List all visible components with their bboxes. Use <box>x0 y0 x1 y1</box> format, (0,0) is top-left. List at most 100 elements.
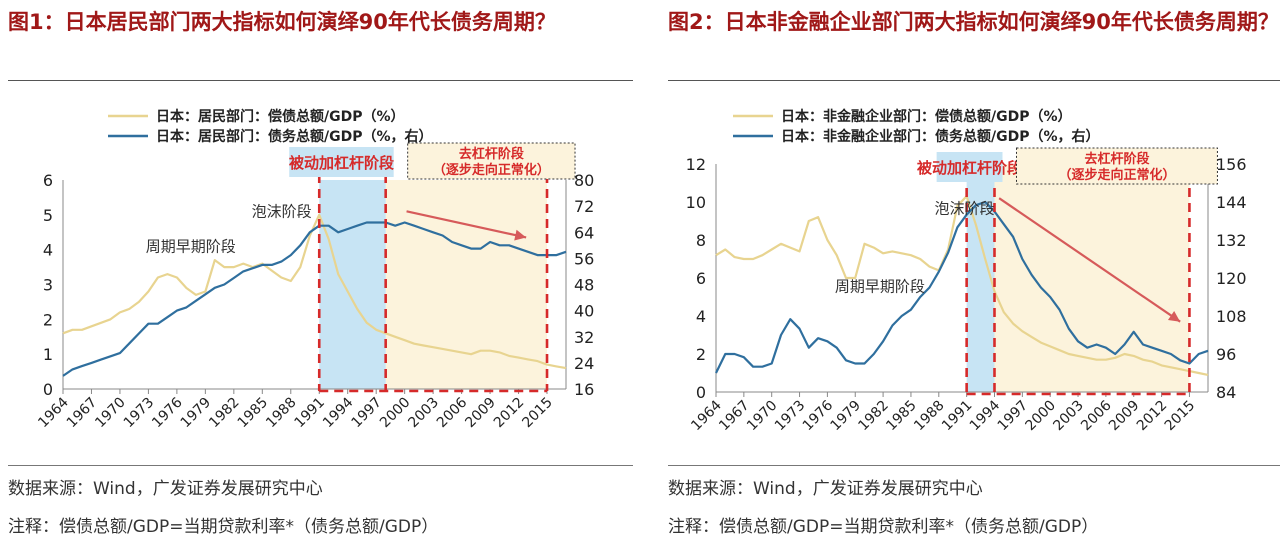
x-tick-label: 1979 <box>178 395 215 432</box>
x-tick-label: 2006 <box>434 394 471 431</box>
annotation-bubble: 泡沫阶段 <box>934 199 994 217</box>
x-tick-label: 1973 <box>772 398 809 435</box>
x-tick-label: 1994 <box>320 394 357 431</box>
legend-label-debt-service: 日本：居民部门：偿债总额/GDP（%） <box>156 108 405 125</box>
data-source: 数据来源：Wind，广发证券发展研究中心 <box>8 479 323 499</box>
footer-divider <box>668 465 1280 466</box>
deleverage-label: 去杠杆阶段 <box>1084 151 1149 167</box>
passive-label: 被动加杠杆阶段 <box>917 159 1022 177</box>
x-tick-label: 2009 <box>1106 398 1143 435</box>
corporate-debt-chart: 0 2 4 6 8 10 12 84 96 108 120 132 144 156 196419671970… <box>686 108 1247 435</box>
figure-2-panel: 图2：日本非金融企业部门两大指标如何演绎90年代长债务周期？ 0 2 4 6 8 10 12… <box>668 0 1280 544</box>
x-tick-label: 1991 <box>292 395 329 432</box>
deleverage-label: 去杠杆阶段 <box>459 146 524 162</box>
y-right-tick-label: 40 <box>574 302 594 321</box>
trend-arrow-line <box>406 210 527 239</box>
x-tick-label: 1979 <box>828 398 865 435</box>
debt-total-line <box>62 221 567 377</box>
footnote: 注释：偿债总额/GDP=当期贷款利率*（债务总额/GDP） <box>668 517 1099 537</box>
x-tick-label: 1997 <box>349 395 386 432</box>
trend-arrow-head <box>1167 310 1181 322</box>
y-right-tick-label: 72 <box>574 197 594 216</box>
trend-arrow-line <box>998 197 1181 323</box>
x-tick-label: 1964 <box>688 397 725 434</box>
x-tick-label: 2003 <box>1050 398 1087 435</box>
y-right-tick-label: 120 <box>1216 269 1247 288</box>
x-tick-label: 2009 <box>462 395 499 432</box>
deleverage-label-box <box>1015 147 1218 185</box>
x-tick-label: 1988 <box>263 395 300 432</box>
x-tick-label: 1967 <box>64 395 101 432</box>
x-tick-label: 2012 <box>1134 398 1171 435</box>
figure-1-panel: 图1：日本居民部门两大指标如何演绎90年代长债务周期？ 0 1 2 3 4 5 6 16 24 3… <box>8 0 633 544</box>
x-tick-label: 1988 <box>911 398 948 435</box>
y-right-tick-label: 80 <box>574 171 594 190</box>
x-tick-label: 1985 <box>235 395 272 432</box>
passive-label: 被动加杠杆阶段 <box>289 154 394 172</box>
figure-title: 图1：日本居民部门两大指标如何演绎90年代长债务周期？ <box>8 10 556 34</box>
y-left-tick-label: 2 <box>696 345 706 364</box>
y-left-tick-label: 6 <box>696 269 706 288</box>
y-left-tick-label: 5 <box>43 206 53 225</box>
y-right-tick-label: 32 <box>574 328 594 347</box>
y-left-tick-label: 2 <box>43 310 53 329</box>
debt-service-line <box>715 195 1209 376</box>
legend-label-debt-service: 日本：非金融企业部门：偿债总额/GDP（%） <box>781 108 1072 125</box>
y-right-tick-label: 84 <box>1216 383 1236 402</box>
y-right-tick-label: 108 <box>1216 307 1247 326</box>
x-tick-label: 1982 <box>855 398 892 435</box>
legend-label-debt-total: 日本：非金融企业部门：债务总额/GDP（%，右） <box>781 128 1100 145</box>
data-source: 数据来源：Wind，广发证券发展研究中心 <box>668 479 983 499</box>
debt-total-line <box>715 200 1209 374</box>
passive-label-box <box>289 147 394 177</box>
y-right-tick-label: 64 <box>574 223 594 242</box>
y-left-tick-label: 6 <box>43 171 53 190</box>
y-left-tick-label: 0 <box>43 380 53 399</box>
y-left-tick-label: 8 <box>696 231 706 250</box>
trend-arrow-head <box>514 229 527 241</box>
x-tick-label: 2003 <box>405 395 442 432</box>
deleverage-sublabel: （逐步走向正常化） <box>1058 167 1175 183</box>
x-tick-label: 1964 <box>35 394 72 431</box>
x-tick-label: 1991 <box>939 398 976 435</box>
annotation-bubble: 泡沫阶段 <box>252 203 312 221</box>
x-tick-label: 1970 <box>92 395 129 432</box>
x-tick-label: 2015 <box>1162 398 1199 435</box>
x-tick-label: 2000 <box>1023 398 1060 435</box>
x-tick-label: 1985 <box>883 398 920 435</box>
annotation-early-cycle: 周期早期阶段 <box>835 277 925 295</box>
title-divider <box>8 80 633 81</box>
deleverage-label-box <box>407 142 576 180</box>
x-tick-label: 1976 <box>800 397 837 434</box>
deleverage-region <box>994 164 1190 392</box>
figure-title: 图2：日本非金融企业部门两大指标如何演绎90年代长债务周期？ <box>668 10 1279 34</box>
x-tick-label: 1994 <box>967 397 1004 434</box>
debt-service-line <box>62 213 567 370</box>
y-right-tick-label: 96 <box>1216 345 1236 364</box>
x-tick-label: 1973 <box>121 395 158 432</box>
x-tick-label: 1967 <box>716 398 753 435</box>
passive-label-box <box>936 152 1003 182</box>
x-tick-label: 1976 <box>149 394 186 431</box>
x-tick-label: 2006 <box>1078 397 1115 434</box>
y-left-tick-label: 10 <box>686 193 706 212</box>
x-tick-label: 2000 <box>377 395 414 432</box>
x-tick-label: 1970 <box>744 398 781 435</box>
household-debt-chart: 0123456162432404856647280196419671970197… <box>35 108 594 432</box>
y-right-tick-label: 16 <box>574 380 594 399</box>
y-left-tick-label: 4 <box>43 241 53 260</box>
y-left-tick-label: 4 <box>696 307 706 326</box>
footer-divider <box>8 465 633 466</box>
x-tick-label: 1982 <box>206 395 243 432</box>
x-tick-label: 2012 <box>491 395 528 432</box>
y-right-tick-label: 56 <box>574 249 594 268</box>
y-right-tick-label: 144 <box>1216 193 1247 212</box>
title-divider <box>668 80 1280 81</box>
y-left-tick-label: 1 <box>43 345 53 364</box>
annotation-early-cycle: 周期早期阶段 <box>146 237 236 255</box>
y-right-tick-label: 132 <box>1216 231 1247 250</box>
y-right-tick-label: 48 <box>574 276 594 295</box>
x-tick-label: 2015 <box>519 395 556 432</box>
y-left-tick-label: 0 <box>696 383 706 402</box>
legend-label-debt-total: 日本：居民部门：债务总额/GDP（%，右） <box>156 128 433 145</box>
